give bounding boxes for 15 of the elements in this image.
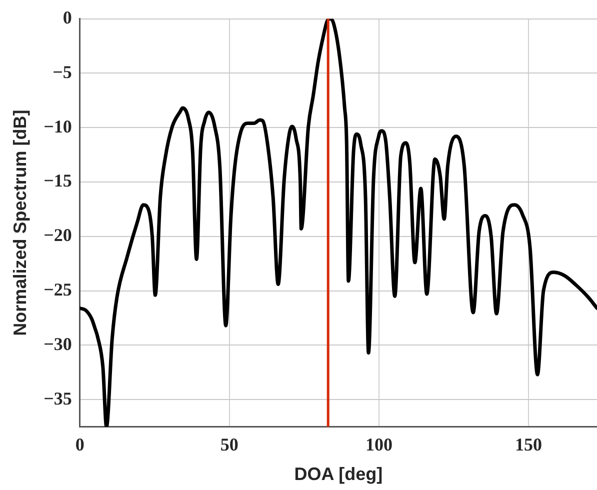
- x-tick-label: 0: [75, 434, 84, 454]
- y-tick-label: −20: [44, 225, 72, 246]
- y-tick-label: −35: [44, 388, 72, 408]
- y-tick-label: −10: [44, 116, 72, 136]
- y-tick-label: −5: [52, 62, 72, 82]
- y-axis-title: Normalized Spectrum [dB]: [10, 110, 30, 336]
- y-tick-label: −25: [44, 279, 72, 300]
- y-tick-label: 0: [62, 7, 72, 28]
- x-tick-label: 150: [515, 434, 542, 454]
- line-series: [80, 18, 597, 427]
- x-tick-label: 50: [220, 434, 238, 454]
- x-axis-title: DOA [deg]: [294, 464, 383, 484]
- y-tick-label: −15: [44, 170, 72, 191]
- y-tick-label: −30: [44, 334, 72, 354]
- x-tick-label: 100: [365, 434, 392, 454]
